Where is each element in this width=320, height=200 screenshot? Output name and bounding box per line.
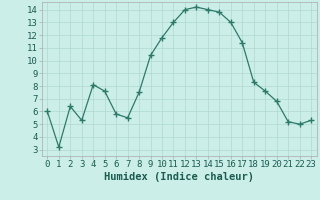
X-axis label: Humidex (Indice chaleur): Humidex (Indice chaleur) xyxy=(104,172,254,182)
